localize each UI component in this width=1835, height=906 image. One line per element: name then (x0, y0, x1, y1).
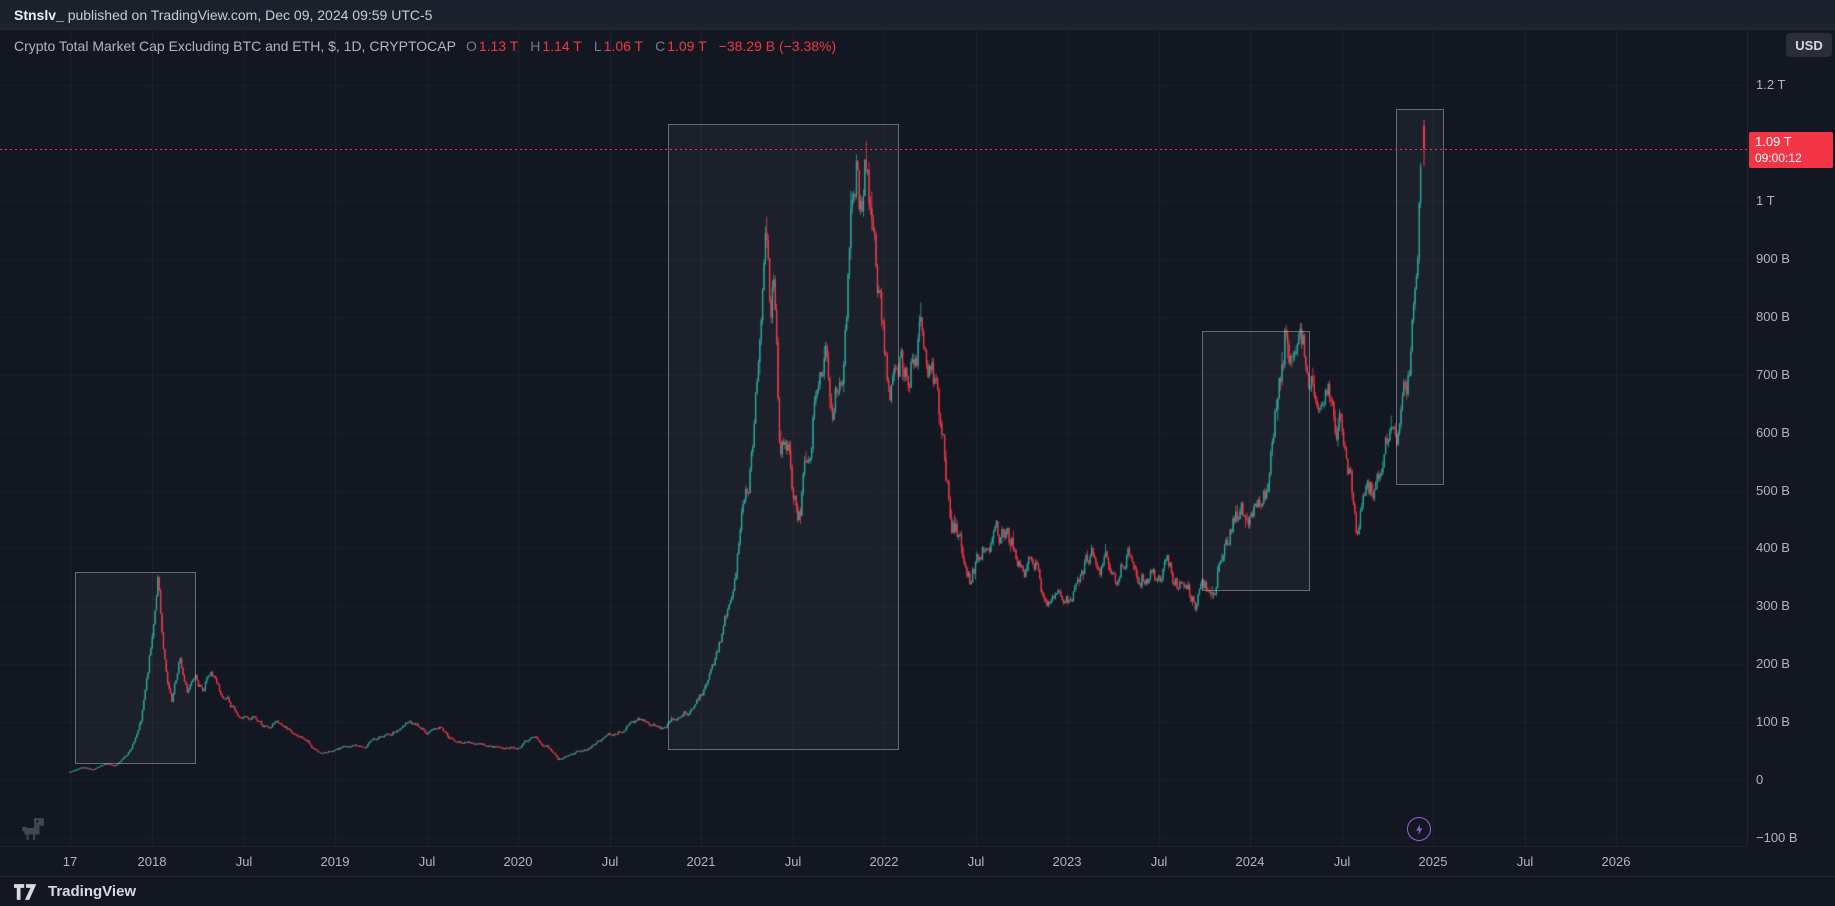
time-tick-label: 2022 (869, 854, 899, 869)
price-tick-label: −100 B (1756, 830, 1798, 845)
bar-countdown: 09:00:12 (1755, 150, 1802, 165)
time-tick-label: Jul (601, 854, 619, 869)
time-tick-label: 2024 (1235, 854, 1265, 869)
author-name: Stnslv_ (14, 6, 64, 23)
price-axis[interactable]: USD 1.09 T 09:00:12 1.2 T 1 T 900 B 800 B 70… (1747, 30, 1835, 846)
time-tick-label: Jul (1150, 854, 1168, 869)
current-price-line (0, 149, 1747, 150)
price-tick-label: 100 B (1756, 714, 1790, 729)
price-tick-label: 700 B (1756, 367, 1790, 382)
lightning-event-marker[interactable] (1407, 817, 1432, 842)
tradingview-logo-icon (14, 883, 37, 900)
price-tick-label: 900 B (1756, 251, 1790, 266)
time-tick-label: Jul (784, 854, 802, 869)
time-tick-label: Jul (235, 854, 253, 869)
time-tick-label: 2020 (503, 854, 533, 869)
price-tick-label: 600 B (1756, 425, 1790, 440)
time-tick-label: 2023 (1052, 854, 1082, 869)
currency-toggle-button[interactable]: USD (1786, 33, 1832, 57)
lightning-icon (1416, 823, 1422, 835)
ohlc-open: O 1.13 T (465, 38, 519, 54)
time-tick-label: Jul (418, 854, 436, 869)
dino-watermark-icon (22, 818, 44, 840)
chart-legend: Crypto Total Market Cap Excluding BTC an… (14, 38, 836, 54)
price-tick-label: 800 B (1756, 309, 1790, 324)
current-price-label: 1.09 T 09:00:12 (1749, 132, 1833, 169)
symbol-title[interactable]: Crypto Total Market Cap Excluding BTC an… (14, 38, 456, 54)
time-tick-label: 17 (62, 854, 78, 869)
footer-bar: TradingView (0, 876, 1835, 906)
chart-plot-area: Crypto Total Market Cap Excluding BTC an… (0, 30, 1747, 846)
publish-info-text: published on TradingView.com, Dec 09, 20… (63, 6, 433, 23)
ohlc-close: C 1.09 T (655, 38, 707, 54)
ohlc-low: L 1.06 T (593, 38, 644, 54)
time-tick-label: 2021 (686, 854, 716, 869)
price-tick-label: 1 T (1756, 193, 1775, 208)
price-tick-label: 300 B (1756, 598, 1790, 613)
tradingview-logo-link[interactable]: TradingView (14, 883, 136, 900)
change-value: −38.29 B (−3.38%) (718, 38, 837, 54)
time-tick-label: Jul (1333, 854, 1351, 869)
time-tick-label: Jul (1516, 854, 1534, 869)
time-tick-label: Jul (967, 854, 985, 869)
highlight-box[interactable] (75, 572, 196, 764)
time-tick-label: 2019 (320, 854, 350, 869)
time-axis[interactable]: 17 2018 Jul 2019 Jul 2020 Jul 2021 Jul 2022 Jul 202… (0, 846, 1747, 877)
chart-canvas[interactable] (0, 30, 1747, 846)
price-tick-label: 500 B (1756, 483, 1790, 498)
highlight-box[interactable] (1202, 330, 1311, 592)
highlight-box[interactable] (668, 123, 899, 750)
price-tick-label: 200 B (1756, 656, 1790, 671)
tradingview-brand-text: TradingView (48, 883, 137, 900)
price-tick-label: 0 (1756, 772, 1764, 787)
price-tick-label: 400 B (1756, 540, 1790, 555)
time-tick-label: 2018 (137, 854, 167, 869)
highlight-box[interactable] (1396, 108, 1444, 485)
publish-info-bar: Stnslv_ published on TradingView.com, De… (0, 0, 1835, 30)
price-tick-label: 1.2 T (1756, 77, 1786, 92)
time-tick-label: 2025 (1418, 854, 1448, 869)
time-tick-label: 2026 (1601, 854, 1631, 869)
ohlc-high: H 1.14 T (530, 38, 582, 54)
current-price-value: 1.09 T (1755, 134, 1792, 149)
